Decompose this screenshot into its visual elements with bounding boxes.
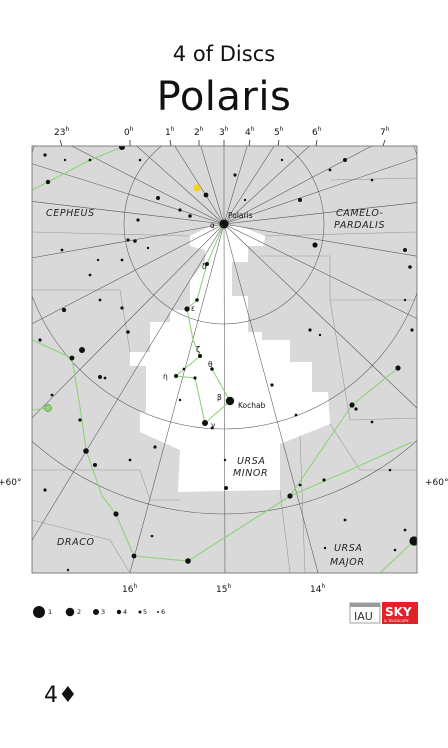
greek-epsilon: ε — [191, 304, 195, 313]
greek-zeta: ζ — [196, 345, 200, 354]
greek-beta: β — [217, 393, 222, 402]
constellation-ursa-major-1: URSA — [334, 543, 362, 554]
ra-label: 2h — [194, 126, 204, 138]
ra-label: 1h — [165, 126, 175, 138]
svg-text:IAU: IAU — [354, 610, 373, 623]
constellation-draco: DRACO — [57, 537, 95, 548]
constellation-cepheus: CEPHEUS — [46, 208, 95, 219]
constellation-ursa-major-2: MAJOR — [330, 557, 365, 568]
constellation-ursa-minor-2: MINOR — [233, 468, 268, 479]
ra-label: 4h — [245, 126, 255, 138]
iau-logo: IAU — [349, 602, 381, 624]
constellation-ursa-minor-1: URSA — [237, 456, 265, 467]
ra-bottom-labels: 16h 15h 14h — [122, 583, 325, 595]
svg-text:& TELESCOPE: & TELESCOPE — [384, 619, 409, 623]
sky-telescope-logo: SKY & TELESCOPE — [382, 602, 418, 624]
ra-top-labels: 23h 0h 1h 2h 3h 4h 5h 6h 7h — [54, 126, 390, 138]
ra-label: 0h — [124, 126, 134, 138]
card-title: Polaris — [156, 74, 292, 120]
ra-label: 16h — [122, 583, 137, 595]
star-label-polaris: Polaris — [228, 211, 253, 220]
constellation-camelopardalis-1: CAMELO- — [336, 208, 383, 219]
greek-alpha: α — [210, 221, 215, 230]
svg-text:SKY: SKY — [385, 605, 412, 619]
dec-label-right: +60° — [425, 478, 448, 488]
ra-label: 23h — [54, 126, 69, 138]
ra-label: 7h — [380, 126, 390, 138]
sky-map — [32, 146, 417, 573]
ra-label: 14h — [310, 583, 325, 595]
svg-text:1: 1 — [48, 608, 52, 616]
svg-text:2: 2 — [77, 608, 81, 616]
magnitude-legend: 1 2 3 4 5 6 — [33, 606, 165, 618]
svg-text:5: 5 — [143, 608, 147, 616]
ra-label: 3h — [219, 126, 229, 138]
ra-label: 6h — [312, 126, 322, 138]
svg-text:6: 6 — [161, 608, 165, 616]
svg-text:4: 4 — [123, 608, 127, 616]
diamond-suit-icon: ♦ — [58, 683, 78, 708]
card-rank: 4 — [44, 683, 58, 708]
star-label-kochab: Kochab — [238, 401, 266, 410]
ra-label: 5h — [274, 126, 284, 138]
card-subtitle: 4 of Discs — [172, 42, 276, 66]
ra-label: 15h — [216, 583, 231, 595]
star-chart: 23h 0h 1h 2h 3h 4h 5h 6h 7h — [0, 126, 448, 624]
card-rank-suit: 4♦ — [44, 683, 78, 708]
greek-eta: η — [163, 372, 168, 381]
planet-marker — [193, 184, 201, 192]
svg-text:3: 3 — [101, 608, 105, 616]
greek-theta: θ — [208, 360, 213, 369]
constellation-camelopardalis-2: PARDALIS — [334, 220, 385, 231]
greek-gamma: γ — [211, 421, 216, 430]
dec-label-left: +60° — [0, 478, 22, 488]
greek-delta: δ — [202, 262, 207, 271]
